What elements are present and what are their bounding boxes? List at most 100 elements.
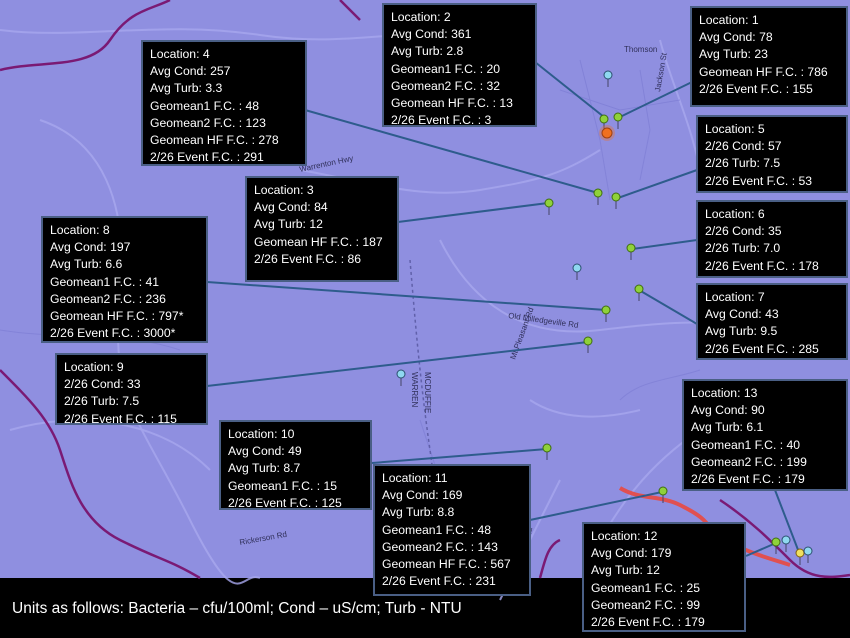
location-stat: Avg Cond: 84 bbox=[254, 200, 328, 215]
leader-line-loc11 bbox=[529, 491, 663, 521]
location-box-3: Location: 3 Avg Cond: 84 Avg Turb: 12 Geome… bbox=[245, 176, 399, 282]
leader-line-loc8 bbox=[206, 281, 607, 311]
location-stat: Avg Turb: 2.8 bbox=[391, 44, 464, 59]
location-box-9: Location: 9 2/26 Cond: 33 2/26 Turb: 7.5 2/… bbox=[55, 353, 208, 426]
location-stat: 2/26 Event F.C. : 285 bbox=[705, 341, 819, 356]
leader-line-loc13 bbox=[774, 489, 801, 556]
location-stat: 2/26 Event F.C. : 125 bbox=[228, 495, 342, 510]
map-label-county-2: WARREN bbox=[410, 372, 419, 407]
location-stat: Geomean1 F.C. : 48 bbox=[150, 98, 260, 113]
location-box-4: Location: 4 Avg Cond: 257 Avg Turb: 3.3 Geo… bbox=[141, 40, 307, 166]
marker-pin-loc2[interactable] bbox=[599, 114, 609, 131]
location-stat: 2/26 Event F.C. : 179 bbox=[691, 472, 805, 487]
location-stat: Geomean2 F.C. : 143 bbox=[382, 539, 498, 554]
location-stat: 2/26 Event F.C. : 86 bbox=[254, 251, 362, 266]
location-stat: 2/26 Turb: 7.0 bbox=[705, 241, 781, 256]
marker-pin-loc6[interactable] bbox=[626, 243, 636, 260]
location-title: Location: 1 bbox=[699, 13, 759, 27]
location-stat: 2/26 Event F.C. : 3 bbox=[391, 113, 492, 128]
marker-pin-blue[interactable] bbox=[572, 263, 582, 280]
marker-pin-loc12[interactable] bbox=[771, 537, 781, 554]
leader-line-loc4 bbox=[304, 109, 599, 194]
location-stat: Avg Turb: 8.7 bbox=[228, 461, 301, 476]
location-stat: Geomean HF F.C. : 786 bbox=[699, 64, 828, 79]
marker-pin-blue-2[interactable] bbox=[396, 369, 406, 386]
location-stat: Avg Turb: 9.5 bbox=[705, 324, 778, 339]
marker-pin-loc1[interactable] bbox=[613, 112, 623, 129]
location-title: Location: 13 bbox=[691, 386, 758, 400]
location-stat: Geomean HF F.C. : 187 bbox=[254, 234, 383, 249]
location-title: Location: 12 bbox=[591, 529, 658, 543]
location-stat: Geomean1 F.C. : 48 bbox=[382, 522, 492, 537]
location-title: Location: 5 bbox=[705, 122, 765, 136]
location-stat: 2/26 Event F.C. : 3000* bbox=[50, 326, 176, 341]
marker-pin-loc4[interactable] bbox=[593, 188, 603, 205]
location-stat: 2/26 Cond: 57 bbox=[705, 139, 782, 154]
location-stat: Geomean1 F.C. : 41 bbox=[50, 274, 160, 289]
location-title: Location: 2 bbox=[391, 10, 451, 24]
location-stat: Avg Turb: 3.3 bbox=[150, 81, 223, 96]
location-stat: Avg Turb: 23 bbox=[699, 47, 768, 62]
marker-pin-loc11[interactable] bbox=[658, 486, 668, 503]
location-box-12: Location: 12 Avg Cond: 179 Avg Turb: 12 Geo… bbox=[582, 522, 746, 632]
units-footnote: Units as follows: Bacteria – cfu/100ml; … bbox=[12, 600, 462, 617]
marker-pin-loc8[interactable] bbox=[601, 305, 611, 322]
location-stat: Geomean HF F.C. : 797* bbox=[50, 309, 184, 324]
location-box-2: Location: 2 Avg Cond: 361 Avg Turb: 2.8 Geo… bbox=[382, 3, 537, 127]
location-stat: Avg Cond: 197 bbox=[50, 240, 131, 255]
location-title: Location: 11 bbox=[382, 471, 448, 485]
leader-line-loc1 bbox=[621, 81, 693, 117]
location-stat: 2/26 Event F.C. : 178 bbox=[705, 258, 819, 273]
location-title: Location: 6 bbox=[705, 207, 765, 221]
marker-pin-loc7[interactable] bbox=[634, 284, 644, 301]
location-stat: Geomean HF F.C. : 567 bbox=[382, 557, 511, 572]
location-stat: 2/26 Event F.C. : 155 bbox=[699, 81, 813, 96]
location-stat: Geomean1 F.C. : 20 bbox=[391, 61, 501, 76]
location-stat: 2/26 Turb: 7.5 bbox=[64, 394, 140, 409]
marker-pin[interactable] bbox=[603, 70, 613, 87]
location-title: Location: 4 bbox=[150, 47, 210, 61]
leader-line-loc6 bbox=[631, 239, 698, 250]
location-box-6: Location: 6 2/26 Cond: 35 2/26 Turb: 7.0 2/… bbox=[696, 200, 848, 278]
marker-pin-loc10[interactable] bbox=[542, 443, 552, 460]
location-stat: 2/26 Event F.C. : 291 bbox=[150, 150, 264, 165]
location-stat: Geomean1 F.C. : 25 bbox=[591, 580, 701, 595]
location-title: Location: 8 bbox=[50, 223, 110, 237]
location-title: Location: 9 bbox=[64, 360, 124, 374]
location-stat: Avg Cond: 43 bbox=[705, 307, 779, 322]
location-stat: Avg Cond: 90 bbox=[691, 403, 765, 418]
location-box-13: Location: 13 Avg Cond: 90 Avg Turb: 6.1 Geo… bbox=[682, 379, 848, 491]
location-stat: Avg Cond: 179 bbox=[591, 546, 672, 561]
location-stat: Avg Turb: 12 bbox=[254, 217, 323, 232]
leader-line-loc2 bbox=[534, 61, 605, 118]
marker-pin-loc9[interactable] bbox=[583, 336, 593, 353]
location-stat: Geomean2 F.C. : 32 bbox=[391, 78, 501, 93]
marker-pin-blue-3[interactable] bbox=[781, 535, 791, 552]
location-box-1: Location: 1 Avg Cond: 78 Avg Turb: 23 Geome… bbox=[690, 6, 848, 107]
location-stat: Avg Cond: 78 bbox=[699, 30, 773, 45]
location-box-11: Location: 11 Avg Cond: 169 Avg Turb: 8.8 Ge… bbox=[373, 464, 531, 596]
location-stat: Avg Cond: 169 bbox=[382, 488, 463, 503]
location-stat: 2/26 Cond: 33 bbox=[64, 377, 141, 392]
leader-line-loc9 bbox=[206, 341, 589, 387]
marker-pin-loc3[interactable] bbox=[544, 198, 554, 215]
location-stat: Geomean2 F.C. : 199 bbox=[691, 454, 807, 469]
location-stat: 2/26 Event F.C. : 53 bbox=[705, 173, 813, 188]
location-stat: 2/26 Event F.C. : 115 bbox=[64, 411, 177, 426]
location-stat: Geomean HF F.C. : 278 bbox=[150, 133, 279, 148]
location-stat: 2/26 Event F.C. : 231 bbox=[382, 574, 496, 589]
location-stat: Avg Turb: 6.6 bbox=[50, 257, 123, 272]
map-label-town: Thomson bbox=[624, 45, 657, 54]
location-stat: Avg Cond: 49 bbox=[228, 444, 302, 459]
leader-line-loc5 bbox=[617, 169, 698, 199]
map-label-county-1: MCDUFFIE bbox=[423, 372, 432, 413]
marker-pin-blue-4[interactable] bbox=[803, 546, 813, 563]
location-stat: Avg Turb: 12 bbox=[591, 563, 660, 578]
marker-pin-loc5[interactable] bbox=[611, 192, 621, 209]
location-title: Location: 3 bbox=[254, 183, 314, 197]
location-stat: Geomean1 F.C. : 40 bbox=[691, 437, 801, 452]
marker-pin-highlight[interactable] bbox=[599, 125, 615, 141]
location-title: Location: 7 bbox=[705, 290, 765, 304]
location-stat: Avg Cond: 361 bbox=[391, 27, 472, 42]
location-box-10: Location: 10 Avg Cond: 49 Avg Turb: 8.7 Geo… bbox=[219, 420, 372, 510]
